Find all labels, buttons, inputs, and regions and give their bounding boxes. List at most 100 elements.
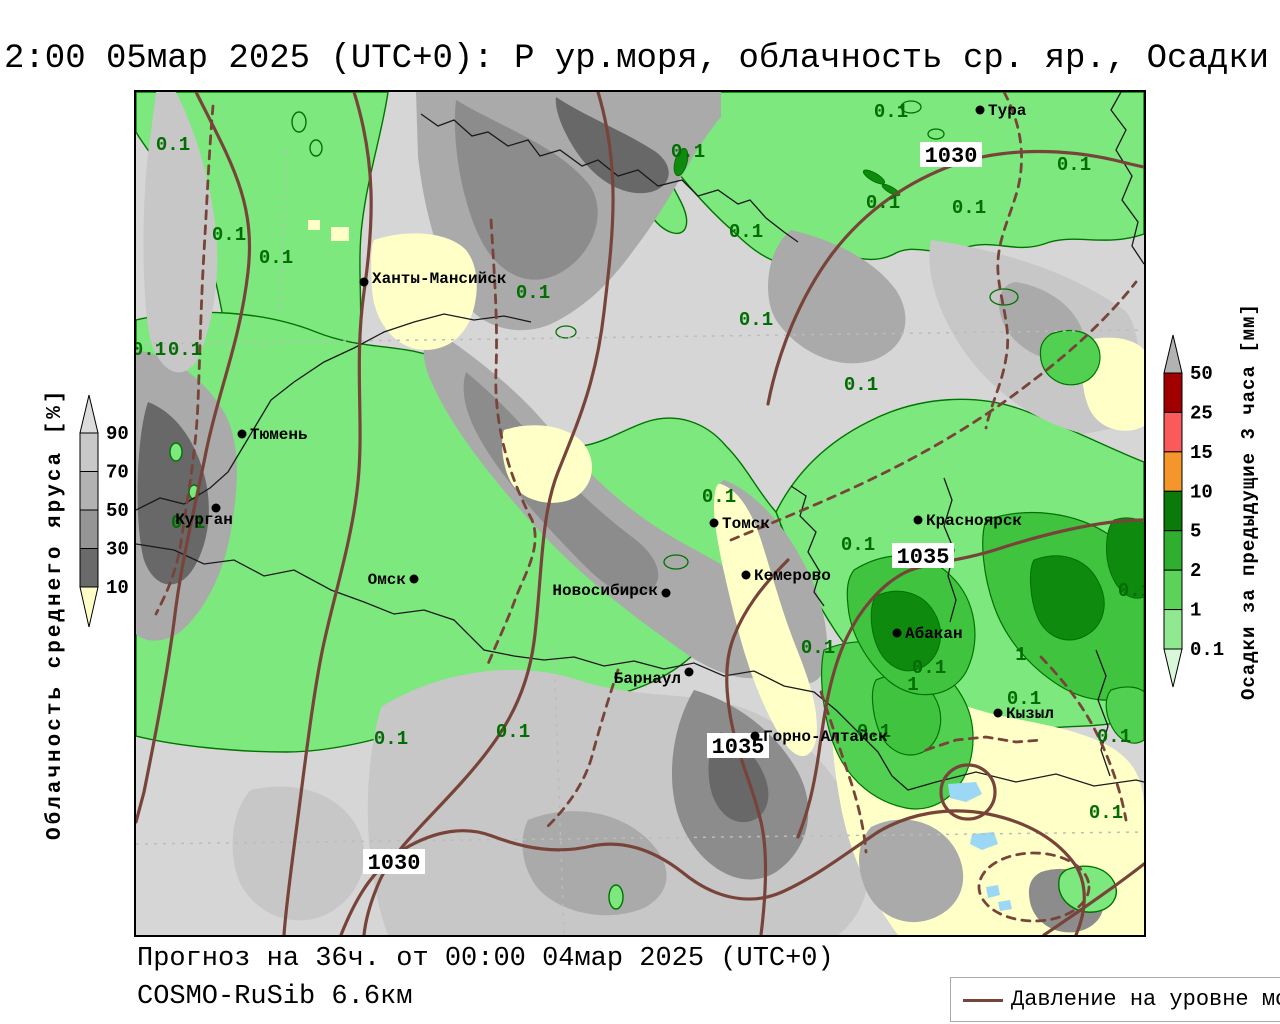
colorbar-cloudiness-title: Облачность среднего яруса [%] (44, 387, 67, 840)
colorbar-segment (1163, 411, 1183, 453)
city-label: Ханты-Мансийск (372, 270, 507, 288)
contour-label: 0.1 (212, 224, 246, 246)
colorbar-segment (79, 432, 99, 472)
contour-label: 0.1 (729, 221, 763, 243)
contour-label: 0.1 (844, 374, 878, 396)
colorbar-arrow-bottom (79, 586, 99, 628)
contour-label: 0.1 (857, 721, 891, 743)
contour-label: 0.1 (259, 247, 293, 269)
city-label: Кемерово (754, 567, 831, 585)
lake-layer (948, 782, 1012, 911)
colorbar-segment (1163, 609, 1183, 650)
pressure-line-sample (963, 999, 1003, 1002)
city-dot (741, 570, 751, 580)
city-label: Тюмень (250, 426, 308, 444)
colorbar-segment (1163, 569, 1183, 611)
contour-label: 0.1 (374, 728, 408, 750)
contour-label: 0.1 (171, 512, 205, 534)
contour-label: 0.1 (874, 101, 908, 123)
colorbar-segment (1163, 530, 1183, 571)
city-label: Абакан (905, 625, 963, 643)
contour-label: 0.1 (1007, 688, 1041, 710)
contour-label: 0.1 (516, 282, 550, 304)
colorbar-arrow-top (79, 394, 99, 434)
isobar-label: 1030 (925, 144, 978, 169)
colorbar-precip: 50 25 15 10 5 2 1 0.1 (1163, 334, 1224, 688)
city-label: Омск (368, 571, 407, 589)
city-label: Тура (988, 102, 1027, 120)
colorbar-tick: 50 (106, 500, 129, 522)
contour-label: 0.1 (739, 309, 773, 331)
colorbar-tick: 0.1 (1190, 639, 1224, 661)
contour-label: 0.1 (952, 197, 986, 219)
colorbar-tick: 10 (106, 577, 129, 599)
city-label: Барнаул (614, 670, 681, 688)
contour-label: 0.1 (1057, 154, 1091, 176)
forecast-info: Прогноз на 36ч. от 00:00 04мар 2025 (UTC… (137, 944, 834, 974)
colorbar-precip-title: Осадки за предыдущие 3 часа [мм] (1238, 303, 1260, 700)
contour-label: 0.1 (168, 339, 202, 361)
colorbar-segment (79, 548, 99, 588)
contour-label: 0.1 (496, 721, 530, 743)
colorbar-tick: 30 (106, 539, 129, 561)
contour-label: 0.1 (156, 134, 190, 156)
isobar-label: 1035 (897, 545, 950, 570)
contour-label: 1 (1015, 644, 1026, 666)
colorbar-tick: 1 (1190, 600, 1201, 622)
city-dot (750, 731, 760, 741)
page-title: 2:00 05мар 2025 (UTC+0): P ур.моря, обла… (4, 40, 1270, 78)
colorbar-arrow-bottom (1163, 648, 1183, 688)
colorbar-tick: 90 (106, 423, 129, 445)
city-label: Курган (175, 511, 233, 529)
label-layer: 0.1 0.1 0.1 0.1 0.1 0.1 0.1 0.1 0.1 0.1 0.1 0.1 0.1 0… (136, 101, 1144, 876)
city-dot (913, 515, 923, 525)
city-dot (975, 105, 985, 115)
city-label: Красноярск (926, 512, 1022, 530)
model-info: COSMO-RuSib 6.6км (137, 982, 413, 1012)
map-svg: 0.1 0.1 0.1 0.1 0.1 0.1 0.1 0.1 0.1 0.1 0.1 0.1 0.1 0… (136, 92, 1144, 935)
city-label: Горно-Алтайск (763, 728, 888, 746)
colorbar-segment (79, 471, 99, 511)
colorbar-arrow-top (1163, 334, 1183, 374)
isobar-label-box (363, 849, 425, 874)
city-dot (237, 429, 247, 439)
contour-label: 1 (907, 674, 918, 696)
colorbar-tick: 15 (1190, 442, 1213, 464)
colorbar-tick: 70 (106, 462, 129, 484)
contour-label: 0.1 (1089, 802, 1123, 824)
contour-label: 0.1 (702, 486, 736, 508)
isobar-label-box (920, 142, 982, 167)
city-label: Томск (722, 515, 770, 533)
colorbar-segment (1163, 372, 1183, 413)
colorbar-tick: 50 (1190, 363, 1213, 385)
contour-label: 0.1 (1097, 726, 1131, 748)
contour-label: 0.1 (801, 637, 835, 659)
pressure-legend-label: Давление на уровне моря (1011, 987, 1280, 1012)
isobar-label: 1030 (368, 851, 421, 876)
isobar-label-box (892, 543, 954, 568)
city-dot (409, 574, 419, 584)
contour-label: 0.1 (136, 339, 166, 361)
city-dot (359, 277, 369, 287)
colorbar-tick: 5 (1190, 521, 1201, 543)
graticule-layer (136, 151, 1144, 935)
colorbar-segment (1163, 451, 1183, 492)
map-region: 0.1 0.1 0.1 0.1 0.1 0.1 0.1 0.1 0.1 0.1 0.1 0.1 0.1 0… (134, 90, 1146, 937)
colorbar-segment (1163, 490, 1183, 532)
city-dot (709, 518, 719, 528)
colorbar-segment (79, 509, 99, 549)
city-label: Новосибирск (552, 582, 658, 600)
city-dot (684, 667, 694, 677)
city-dot (993, 708, 1003, 718)
contour-label: 0.1 (841, 534, 875, 556)
city-dot (892, 628, 902, 638)
contour-label: 0.1 (671, 141, 705, 163)
city-label: Кызыл (1006, 705, 1054, 723)
precip-heavy-layer (169, 100, 1144, 913)
colorbar-tick: 10 (1190, 481, 1213, 503)
city-dot (661, 588, 671, 598)
city-dot (211, 503, 221, 513)
pressure-legend: Давление на уровне моря (950, 977, 1280, 1022)
colorbar-tick: 25 (1190, 402, 1213, 424)
